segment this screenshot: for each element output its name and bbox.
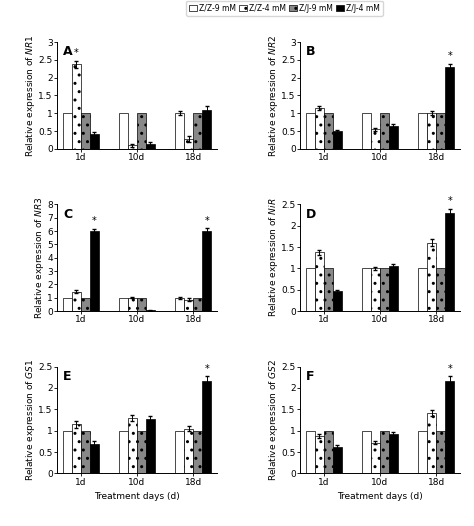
Text: *: * — [91, 216, 96, 226]
Bar — [371, 443, 380, 473]
Bar — [175, 113, 184, 149]
Bar — [146, 310, 155, 311]
Bar — [63, 298, 72, 311]
Bar — [371, 268, 380, 311]
Bar — [445, 381, 454, 473]
Bar — [72, 424, 81, 473]
Bar — [418, 431, 427, 473]
Legend: Z/Z-9 mM, Z/Z-4 mM, Z/J-9 mM, Z/J-4 mM: Z/Z-9 mM, Z/Z-4 mM, Z/J-9 mM, Z/J-4 mM — [186, 1, 383, 16]
Text: *: * — [447, 52, 452, 62]
Bar — [128, 145, 137, 149]
Bar — [380, 268, 389, 311]
Y-axis label: Relative expression of $\it{GS1}$: Relative expression of $\it{GS1}$ — [24, 359, 37, 481]
Bar — [380, 431, 389, 473]
Bar — [306, 113, 315, 149]
Bar — [202, 231, 211, 311]
Bar — [137, 431, 146, 473]
Bar — [146, 144, 155, 149]
Bar — [202, 381, 211, 473]
Bar — [119, 113, 128, 149]
Bar — [81, 113, 90, 149]
Bar — [427, 413, 436, 473]
Bar — [436, 431, 445, 473]
Bar — [389, 266, 398, 311]
Bar — [306, 431, 315, 473]
Bar — [202, 110, 211, 149]
Text: A: A — [63, 45, 73, 58]
Bar — [418, 113, 427, 149]
Bar — [315, 436, 324, 473]
Bar — [81, 298, 90, 311]
Bar — [137, 298, 146, 311]
Bar — [90, 443, 99, 473]
Bar — [427, 243, 436, 311]
Bar — [81, 431, 90, 473]
Y-axis label: Relative expression of $\it{NR2}$: Relative expression of $\it{NR2}$ — [267, 34, 280, 157]
Bar — [90, 231, 99, 311]
Bar — [184, 300, 193, 311]
Text: E: E — [63, 370, 72, 383]
Bar — [175, 431, 184, 473]
Bar — [315, 108, 324, 149]
Bar — [184, 429, 193, 473]
Bar — [445, 213, 454, 311]
Bar — [362, 431, 371, 473]
Bar — [175, 298, 184, 311]
Text: *: * — [204, 364, 209, 374]
Bar — [119, 298, 128, 311]
Bar — [193, 431, 202, 473]
Bar — [389, 434, 398, 473]
Bar — [427, 113, 436, 149]
Bar — [128, 298, 137, 311]
Y-axis label: Relative expression of $\it{NR3}$: Relative expression of $\it{NR3}$ — [33, 196, 46, 319]
Bar — [324, 268, 333, 311]
Text: *: * — [447, 364, 452, 374]
Y-axis label: Relative expression of $\it{NiR}$: Relative expression of $\it{NiR}$ — [267, 198, 280, 318]
Text: B: B — [306, 45, 316, 58]
Text: F: F — [306, 370, 315, 383]
Y-axis label: Relative expression of $\it{NR1}$: Relative expression of $\it{NR1}$ — [24, 34, 37, 157]
Text: *: * — [73, 48, 78, 58]
Bar — [418, 268, 427, 311]
Bar — [436, 113, 445, 149]
Bar — [306, 268, 315, 311]
Bar — [333, 291, 342, 311]
Bar — [184, 139, 193, 149]
Bar — [380, 113, 389, 149]
Y-axis label: Relative expression of $\it{GS2}$: Relative expression of $\it{GS2}$ — [267, 359, 280, 481]
Bar — [128, 418, 137, 473]
Bar — [333, 447, 342, 473]
Text: C: C — [63, 208, 73, 220]
Bar — [389, 126, 398, 149]
Text: *: * — [447, 196, 452, 206]
Bar — [72, 292, 81, 311]
Bar — [119, 431, 128, 473]
Bar — [193, 298, 202, 311]
Bar — [63, 113, 72, 149]
Bar — [315, 252, 324, 311]
Bar — [333, 131, 342, 149]
Bar — [193, 113, 202, 149]
Bar — [445, 67, 454, 149]
Text: *: * — [204, 216, 209, 226]
Bar — [63, 431, 72, 473]
X-axis label: Treatment days (d): Treatment days (d) — [94, 492, 180, 501]
Bar — [137, 113, 146, 149]
Text: D: D — [306, 208, 317, 220]
Bar — [146, 419, 155, 473]
Bar — [72, 64, 81, 149]
X-axis label: Treatment days (d): Treatment days (d) — [337, 492, 423, 501]
Bar — [324, 113, 333, 149]
Bar — [362, 268, 371, 311]
Bar — [324, 431, 333, 473]
Bar — [90, 134, 99, 149]
Bar — [362, 113, 371, 149]
Bar — [371, 129, 380, 149]
Bar — [436, 268, 445, 311]
